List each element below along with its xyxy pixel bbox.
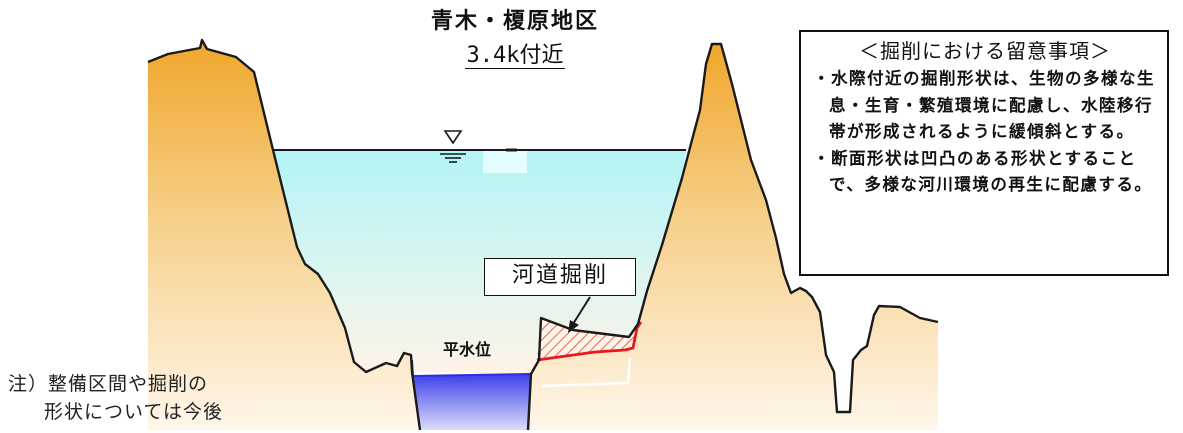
water-level-symbol-icon bbox=[440, 130, 466, 163]
normal-water-level-label: 平水位 bbox=[443, 340, 492, 359]
location-text: 3.4k付近 bbox=[464, 43, 566, 69]
footnote-line-1: 注）整備区間や掘削の bbox=[8, 373, 209, 395]
normal-water-level-area bbox=[413, 374, 530, 430]
excavation-notes-box: ＜掘削における留意事項＞ ・水際付近の掘削形状は、生物の多様な生息・生育・繁殖環… bbox=[799, 30, 1169, 276]
note-item: ・水際付近の掘削形状は、生物の多様な生息・生育・繁殖環境に配慮し、水陸移行帯が形… bbox=[813, 69, 1155, 141]
footnote: 注）整備区間や掘削の 形状については今後 bbox=[8, 370, 223, 426]
notes-heading: ＜掘削における留意事項＞ bbox=[859, 39, 1111, 63]
future-profile-line bbox=[540, 357, 632, 388]
excavation-pointer-arrowhead bbox=[568, 320, 579, 333]
design-water-area bbox=[273, 150, 686, 374]
excavation-pointer-line bbox=[572, 296, 591, 325]
section-title: 青木・榎原地区 bbox=[430, 9, 599, 34]
excavation-profile-line bbox=[536, 321, 643, 362]
footnote-line-2: 形状については今後 bbox=[44, 401, 224, 423]
note-item: ・断面形状は凹凸のある形状とすることで、多様な河川環境の再生に配慮する。 bbox=[813, 148, 1153, 195]
excavation-label-box: 河道掘削 bbox=[484, 258, 636, 296]
location-label: 3.4k付近 bbox=[405, 42, 625, 70]
water-label-highlight bbox=[483, 151, 527, 173]
normal-water-surface bbox=[412, 373, 531, 377]
excavation-hatched-area bbox=[537, 318, 636, 358]
ground-outline bbox=[147, 38, 939, 431]
